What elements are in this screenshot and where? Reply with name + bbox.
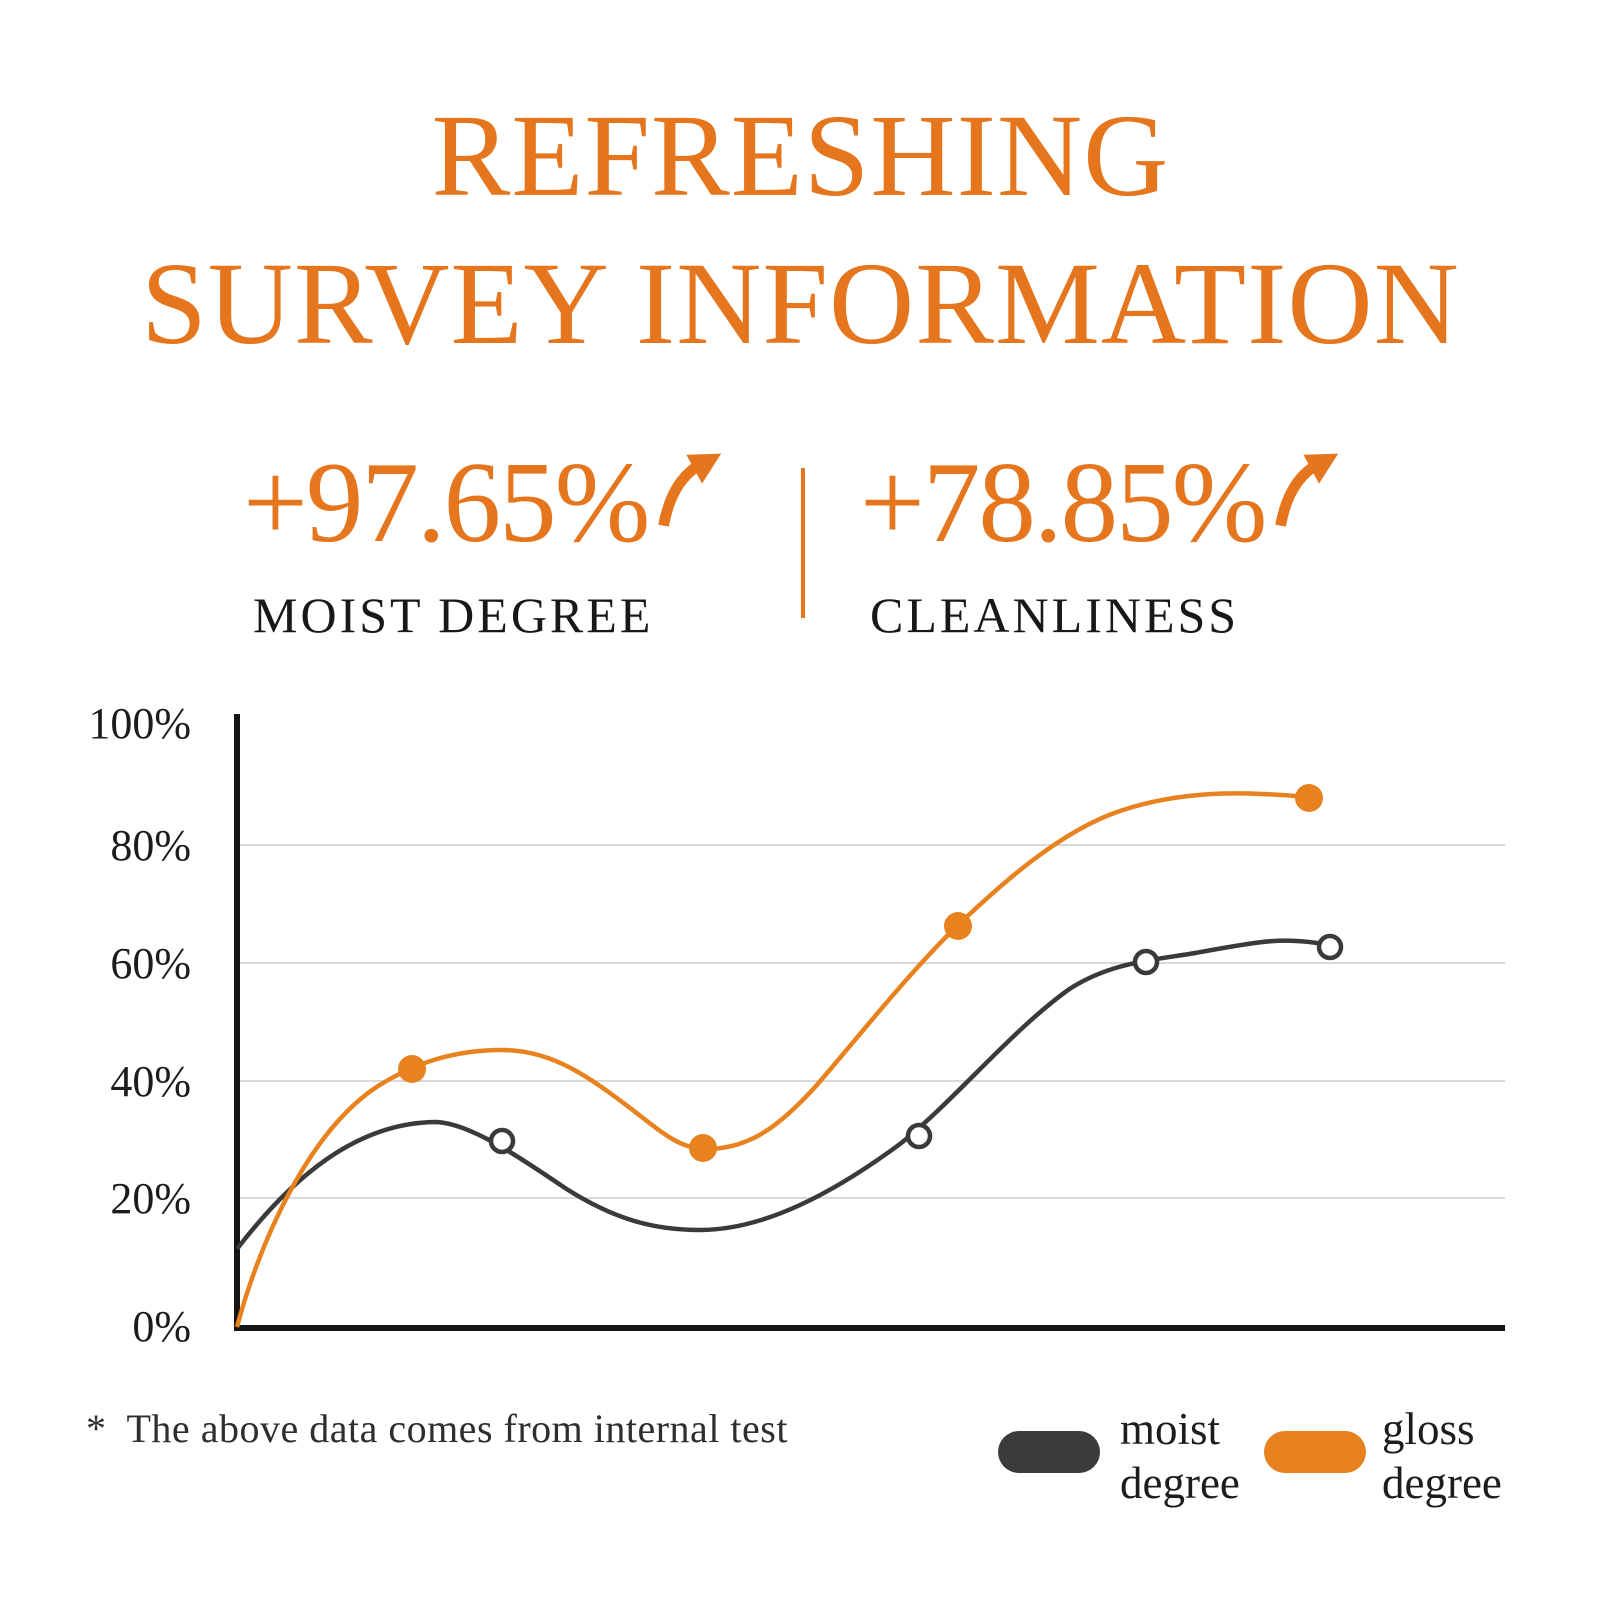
- moist-marker-1: [488, 1127, 516, 1155]
- moist-marker-3: [1132, 948, 1160, 976]
- y-tick-20: 20%: [110, 1174, 191, 1223]
- moist-marker-2: [905, 1122, 933, 1150]
- y-tick-80: 80%: [110, 821, 191, 870]
- legend-swatch-moist: [998, 1431, 1100, 1473]
- stat-cleanliness-value: +78.85%: [860, 439, 1267, 566]
- y-tick-100: 100%: [88, 699, 191, 748]
- stat-moist-value: +97.65%: [243, 439, 650, 566]
- page-title-line-2: SURVEY INFORMATION: [141, 238, 1460, 369]
- legend-label-gloss: gloss degree: [1382, 1402, 1502, 1510]
- gloss-marker-1: [398, 1055, 426, 1083]
- footnote: * The above data comes from internal tes…: [86, 1405, 788, 1452]
- y-tick-0: 0%: [132, 1302, 191, 1351]
- page-title-line-1: REFRESHING: [431, 90, 1170, 221]
- stat-cleanliness-label: CLEANLINESS: [870, 587, 1240, 643]
- footnote-text: The above data comes from internal test: [126, 1406, 788, 1451]
- up-trend-arrow-icon: [658, 453, 722, 527]
- legend-label-moist-line-1: moist: [1120, 1404, 1221, 1454]
- y-tick-60: 60%: [110, 939, 191, 988]
- up-trend-arrow-icon: [1275, 453, 1339, 527]
- gloss-marker-4: [1295, 784, 1323, 812]
- moist-marker-4: [1316, 933, 1344, 961]
- page-title: REFRESHING SURVEY INFORMATION: [0, 82, 1601, 378]
- footnote-asterisk: *: [86, 1406, 107, 1451]
- y-tick-40: 40%: [110, 1057, 191, 1106]
- legend-label-gloss-line-1: gloss: [1382, 1404, 1475, 1454]
- gloss-degree-curve: [234, 791, 1310, 1328]
- gloss-marker-3: [944, 912, 972, 940]
- stat-moist-label: MOIST DEGREE: [253, 587, 654, 643]
- stat-cleanliness-value-row: +78.85%: [860, 445, 1343, 560]
- stat-cleanliness: +78.85% CLEANLINESS: [860, 445, 1343, 644]
- gloss-marker-2: [689, 1134, 717, 1162]
- legend-label-gloss-line-2: degree: [1382, 1458, 1502, 1508]
- legend-swatch-gloss: [1264, 1431, 1366, 1473]
- moist-degree-curve: [235, 938, 1332, 1251]
- stat-moist-degree: +97.65% MOIST DEGREE: [243, 445, 726, 644]
- stats-divider: [801, 468, 805, 618]
- legend-label-moist-line-2: degree: [1120, 1458, 1240, 1508]
- legend-label-moist: moist degree: [1120, 1402, 1240, 1510]
- stat-moist-value-row: +97.65%: [243, 445, 726, 560]
